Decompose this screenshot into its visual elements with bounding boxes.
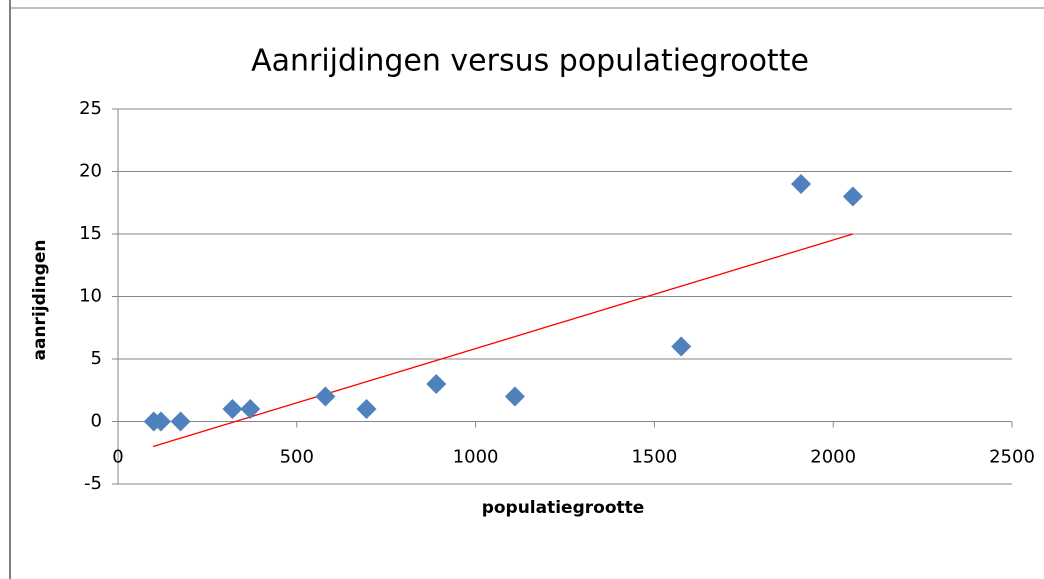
scatter-point: [315, 386, 336, 407]
x-tick-label: 2000: [810, 447, 856, 468]
x-tick-label: 1500: [631, 447, 677, 468]
y-tick-label: -5: [84, 473, 102, 494]
y-axis-title: aanrijdingen: [30, 240, 50, 361]
x-tick-label: 1000: [453, 447, 499, 468]
scatter-point: [671, 336, 692, 357]
scatter-point: [170, 411, 191, 432]
scatter-point: [791, 174, 812, 194]
y-tick-label: 10: [79, 286, 102, 307]
y-tick-label: 0: [91, 411, 102, 432]
x-tick-label: 0: [112, 447, 123, 468]
chart-title: Aanrijdingen versus populatiegrootte: [251, 44, 809, 79]
x-tick-label: 2500: [989, 447, 1035, 468]
y-tick-label: 20: [79, 161, 102, 182]
scatter-point: [240, 399, 261, 419]
scatter-point: [150, 411, 171, 432]
scatter-point: [426, 374, 447, 394]
x-axis-title: populatiegrootte: [482, 498, 645, 518]
scatter-point: [842, 186, 863, 207]
x-tick-label: 500: [280, 447, 314, 468]
y-tick-label: 15: [79, 223, 102, 244]
scatter-point: [504, 386, 525, 407]
y-tick-label: 5: [91, 348, 102, 369]
scatter-point: [222, 399, 243, 419]
y-tick-label: 25: [79, 98, 102, 119]
scatter-point: [356, 399, 377, 419]
trendline: [152, 233, 854, 448]
